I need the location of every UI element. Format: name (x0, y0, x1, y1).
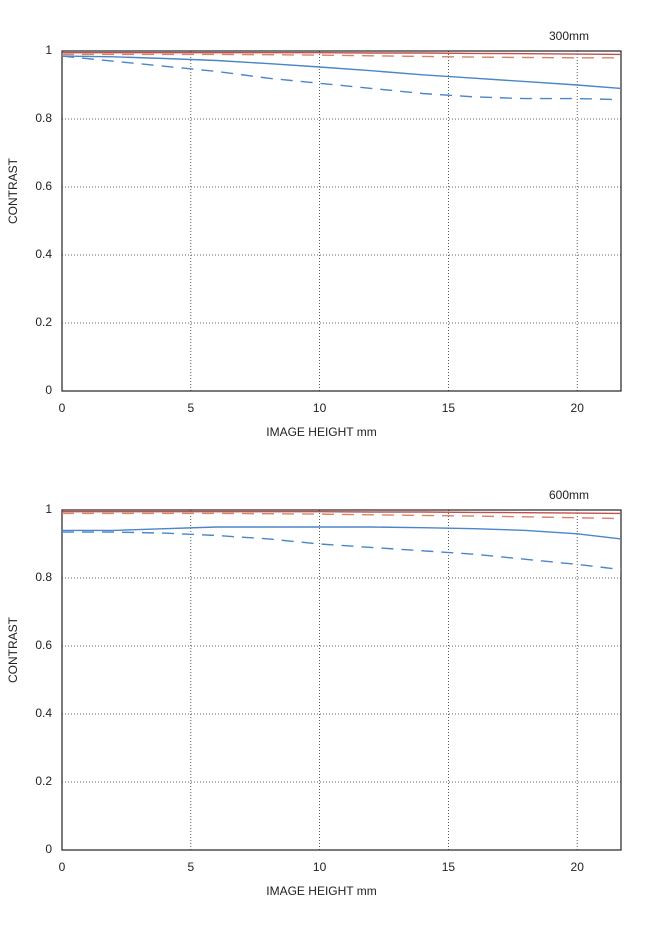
y-axis-label: CONTRAST (6, 616, 20, 683)
plot-frame (61, 50, 622, 392)
plot-frame (61, 509, 622, 851)
y-tick-label: 0.4 (35, 706, 52, 720)
x-tick-label: 5 (187, 860, 194, 874)
y-axis-label: CONTRAST (6, 157, 20, 224)
x-axis-label: IMAGE HEIGHT mm (266, 884, 376, 898)
x-tick-label: 10 (313, 401, 327, 415)
chart-title: 600mm (549, 488, 589, 502)
y-tick-label: 0.4 (35, 247, 52, 261)
y-tick-label: 0.8 (35, 111, 52, 125)
x-tick-label: 15 (442, 401, 456, 415)
x-axis-label: IMAGE HEIGHT mm (266, 425, 376, 439)
chart-title: 300mm (549, 29, 589, 43)
y-tick-label: 0.6 (35, 179, 52, 193)
y-tick-label: 0 (45, 383, 52, 397)
x-tick-label: 5 (187, 401, 194, 415)
series-line (61, 55, 622, 90)
y-tick-label: 0.8 (35, 570, 52, 584)
series-line (62, 512, 622, 520)
series-line (62, 526, 622, 540)
y-tick-label: 1 (45, 502, 52, 516)
y-tick-label: 0.6 (35, 638, 52, 652)
x-tick-label: 10 (313, 860, 327, 874)
x-tick-label: 0 (59, 401, 66, 415)
y-tick-label: 1 (45, 43, 52, 57)
y-tick-label: 0 (45, 842, 52, 856)
series-line (62, 531, 622, 571)
series-line (62, 52, 622, 56)
x-tick-label: 15 (442, 860, 456, 874)
series-line (61, 55, 622, 101)
x-tick-label: 20 (571, 401, 585, 415)
series-line (62, 53, 621, 59)
y-tick-label: 0.2 (35, 774, 52, 788)
x-tick-label: 0 (59, 860, 66, 874)
y-tick-label: 0.2 (35, 315, 52, 329)
x-tick-label: 20 (571, 860, 585, 874)
series-line (62, 511, 622, 515)
